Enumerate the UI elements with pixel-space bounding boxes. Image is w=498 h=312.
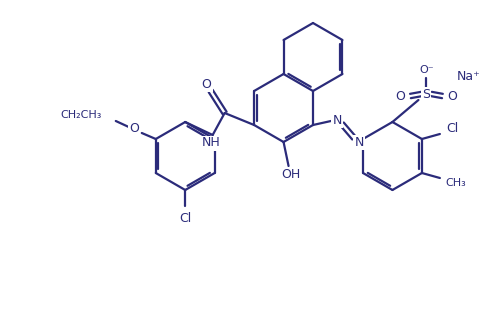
Text: O: O bbox=[395, 90, 405, 103]
Text: S: S bbox=[422, 87, 430, 100]
Text: O: O bbox=[448, 90, 457, 103]
Text: CH₂CH₃: CH₂CH₃ bbox=[60, 110, 102, 120]
Text: O⁻: O⁻ bbox=[419, 65, 434, 75]
Text: N: N bbox=[332, 114, 342, 126]
Text: Na⁺: Na⁺ bbox=[457, 70, 480, 82]
Text: O: O bbox=[129, 123, 139, 135]
Text: NH: NH bbox=[201, 137, 220, 149]
Text: Cl: Cl bbox=[179, 212, 191, 226]
Text: O: O bbox=[202, 77, 212, 90]
Text: Cl: Cl bbox=[446, 123, 458, 135]
Text: CH₃: CH₃ bbox=[446, 178, 466, 188]
Text: OH: OH bbox=[281, 168, 300, 181]
Text: N: N bbox=[354, 135, 364, 149]
